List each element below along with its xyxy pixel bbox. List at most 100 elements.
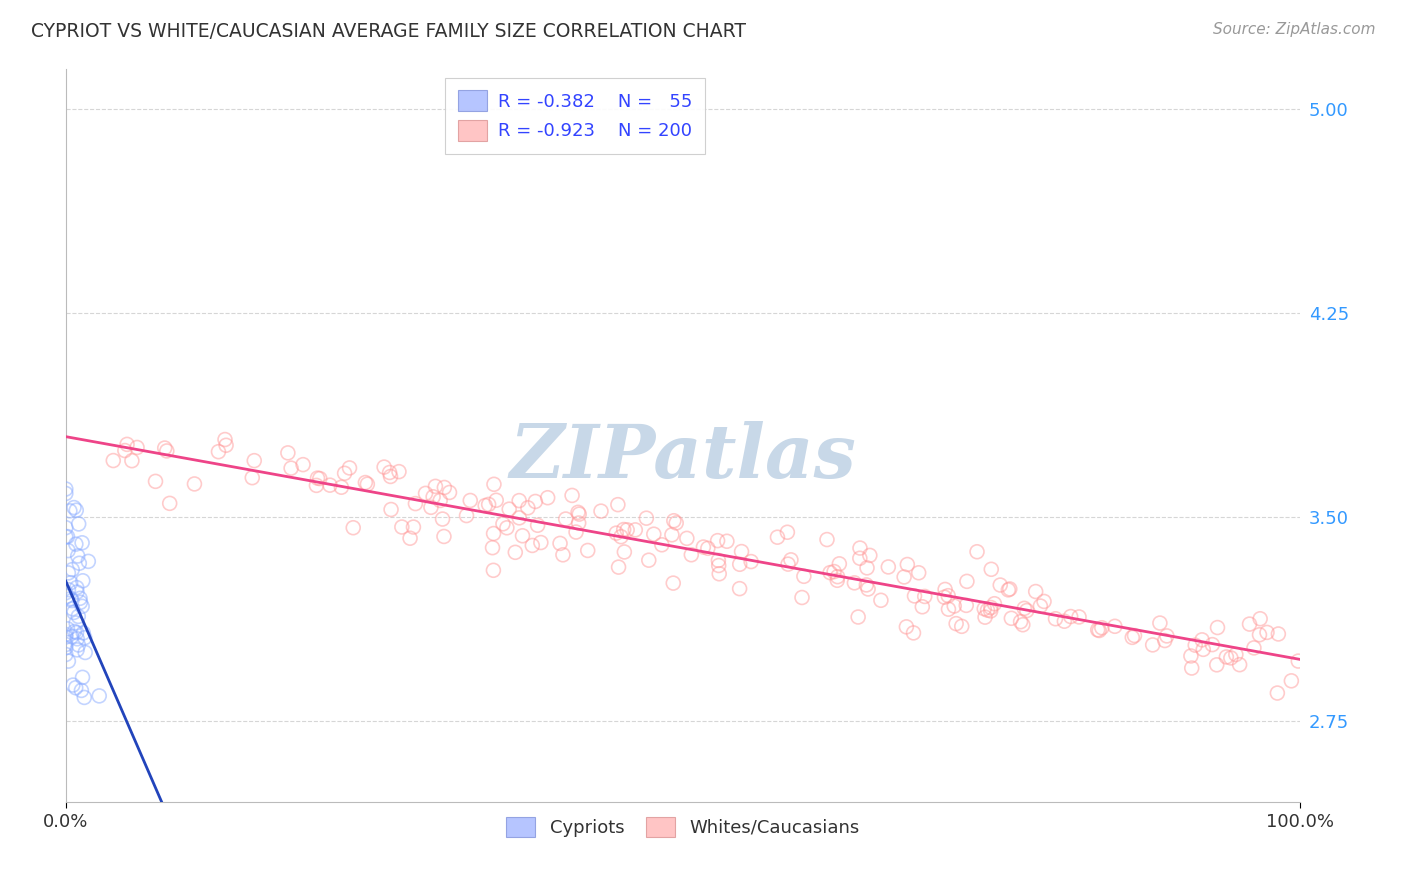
Point — [516, 500, 538, 515]
Point — [280, 461, 302, 475]
Point — [827, 570, 849, 584]
Point — [404, 497, 426, 511]
Point — [676, 532, 699, 546]
Point — [938, 602, 960, 616]
Point — [156, 444, 179, 458]
Point — [456, 508, 478, 523]
Point — [983, 597, 1005, 611]
Point — [1205, 657, 1227, 672]
Point — [955, 599, 977, 613]
Point — [1033, 594, 1056, 608]
Point — [730, 544, 752, 558]
Point — [522, 538, 544, 552]
Point — [1014, 601, 1036, 615]
Point — [66, 632, 89, 646]
Point — [903, 589, 925, 603]
Point — [62, 601, 84, 615]
Point — [425, 479, 447, 493]
Point — [537, 491, 560, 505]
Point — [1267, 686, 1289, 700]
Point — [846, 610, 869, 624]
Point — [616, 523, 638, 537]
Point — [661, 528, 683, 542]
Point — [976, 603, 998, 617]
Point — [485, 493, 508, 508]
Point — [877, 560, 900, 574]
Point — [1286, 654, 1309, 668]
Point — [1015, 603, 1038, 617]
Point — [153, 441, 176, 455]
Point — [482, 477, 505, 491]
Point — [855, 578, 877, 592]
Point — [565, 524, 588, 539]
Point — [59, 575, 82, 590]
Point — [339, 461, 361, 475]
Point — [319, 478, 342, 492]
Point — [766, 530, 789, 544]
Point — [1029, 599, 1052, 613]
Point — [55, 638, 77, 652]
Point — [793, 569, 815, 583]
Point — [58, 654, 80, 668]
Point — [665, 516, 688, 530]
Point — [911, 599, 934, 614]
Point — [380, 502, 402, 516]
Point — [907, 566, 929, 580]
Point — [125, 441, 148, 455]
Point — [67, 609, 90, 624]
Text: Source: ZipAtlas.com: Source: ZipAtlas.com — [1212, 22, 1375, 37]
Point — [696, 541, 718, 556]
Point — [815, 533, 838, 547]
Point — [945, 616, 967, 631]
Point — [75, 645, 97, 659]
Point — [70, 683, 93, 698]
Point — [606, 498, 628, 512]
Point — [114, 443, 136, 458]
Point — [776, 557, 799, 571]
Point — [58, 566, 80, 580]
Text: CYPRIOT VS WHITE/CAUCASIAN AVERAGE FAMILY SIZE CORRELATION CHART: CYPRIOT VS WHITE/CAUCASIAN AVERAGE FAMIL… — [31, 22, 747, 41]
Point — [613, 523, 636, 537]
Point — [709, 566, 731, 581]
Point — [70, 536, 93, 550]
Point — [1149, 615, 1171, 630]
Point — [478, 497, 501, 511]
Point — [607, 560, 630, 574]
Point — [60, 593, 83, 607]
Point — [980, 600, 1002, 615]
Point — [330, 480, 353, 494]
Point — [277, 446, 299, 460]
Point — [1243, 640, 1265, 655]
Point — [65, 503, 87, 517]
Point — [243, 453, 266, 467]
Point — [980, 562, 1002, 576]
Point — [59, 504, 82, 518]
Point — [576, 543, 599, 558]
Point — [856, 582, 879, 596]
Point — [399, 531, 422, 545]
Point — [707, 558, 730, 573]
Point — [1153, 633, 1175, 648]
Point — [56, 530, 79, 544]
Text: ZIPatlas: ZIPatlas — [509, 421, 856, 493]
Point — [55, 482, 77, 496]
Point — [1000, 611, 1022, 625]
Point — [856, 561, 879, 575]
Point — [56, 622, 79, 636]
Point — [115, 437, 138, 451]
Point — [934, 582, 956, 597]
Point — [1249, 628, 1271, 642]
Point — [530, 535, 553, 549]
Point — [55, 640, 77, 655]
Point — [159, 496, 181, 510]
Point — [610, 530, 633, 544]
Point — [415, 486, 437, 500]
Point — [65, 537, 87, 551]
Point — [818, 566, 841, 580]
Point — [903, 626, 925, 640]
Point — [1279, 673, 1302, 688]
Point — [567, 505, 589, 519]
Point — [1191, 632, 1213, 647]
Point — [402, 520, 425, 534]
Point — [378, 466, 401, 480]
